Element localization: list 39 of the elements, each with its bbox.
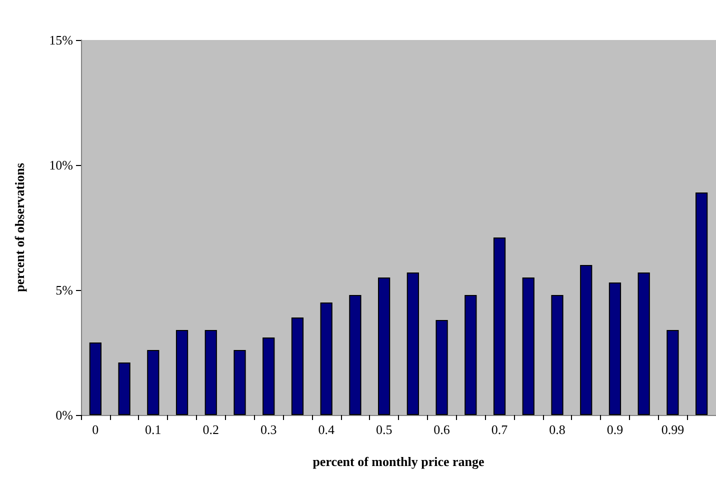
bar: [551, 295, 564, 415]
bar: [262, 338, 275, 415]
bar: [608, 282, 622, 415]
x-tick-label: 0.6: [434, 422, 450, 437]
x-tick-label: 0.99: [661, 422, 684, 437]
y-tick-label: 5%: [56, 282, 74, 298]
bar: [696, 192, 708, 415]
x-tick-label: 0.2: [202, 422, 220, 437]
x-axis-title: percent of monthly price range: [312, 454, 485, 469]
bar: [493, 238, 506, 415]
bar: [147, 350, 160, 415]
bar: [176, 330, 188, 415]
y-tick-label: 10%: [49, 158, 74, 172]
bar: [89, 342, 102, 415]
bar: [522, 278, 534, 415]
y-tick-label: 15%: [49, 32, 74, 48]
x-tick-label: 0: [92, 422, 99, 437]
y-axis-title: percent of observations: [12, 162, 27, 292]
y-tick-label: 0%: [56, 408, 74, 422]
bar: [234, 350, 246, 415]
bar: [204, 330, 217, 415]
bar: [320, 302, 332, 415]
x-tick-label: 0.3: [260, 422, 277, 437]
bar: [291, 318, 304, 415]
bar: [378, 278, 390, 415]
x-tick-label: 0.8: [549, 422, 566, 437]
bar: [406, 272, 419, 415]
x-tick-label: 0.9: [606, 422, 624, 437]
bar: [436, 320, 448, 415]
x-tick-label: 0.7: [491, 422, 508, 437]
bar: [580, 265, 592, 415]
bar: [464, 295, 477, 415]
x-tick-label: 0.1: [145, 422, 162, 437]
x-tick-label: 0.4: [318, 422, 335, 437]
bar: [118, 362, 130, 415]
bar: [666, 330, 679, 415]
x-tick-label: 0.5: [376, 422, 392, 437]
bar: [638, 272, 650, 415]
bar: [349, 295, 362, 415]
